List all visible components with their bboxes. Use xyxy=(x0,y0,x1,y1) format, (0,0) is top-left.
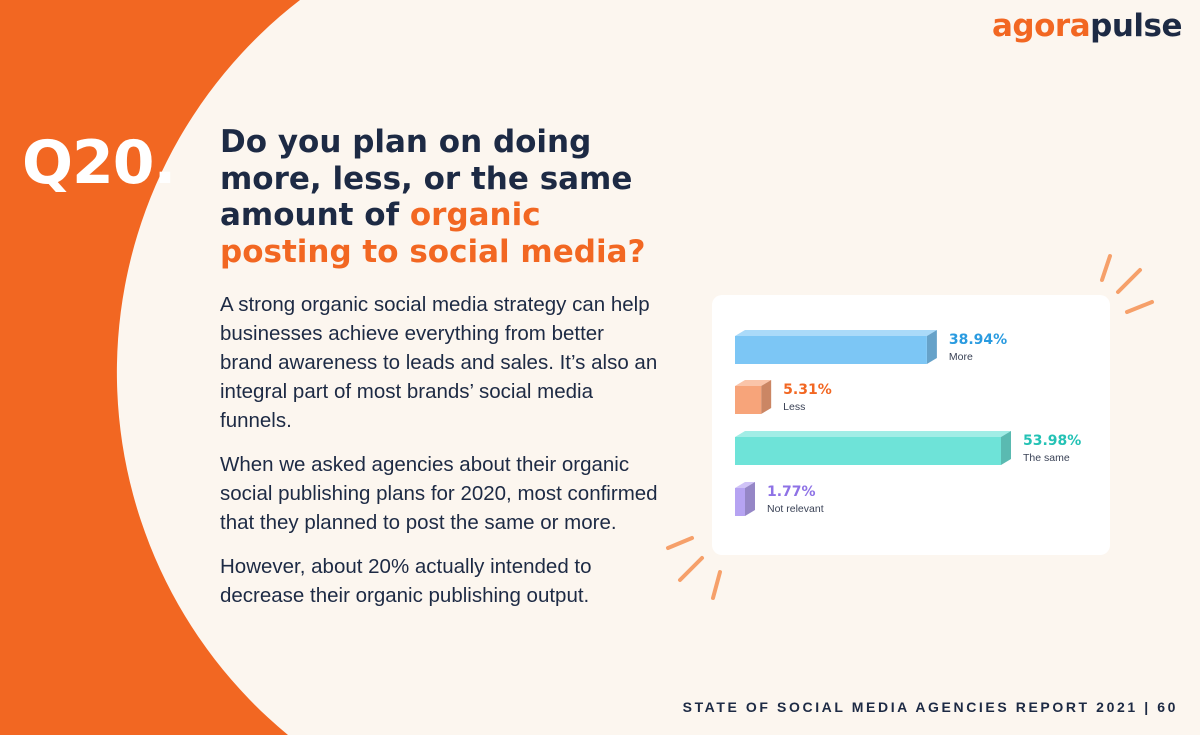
bar-front-face xyxy=(735,336,927,364)
bar-side-face xyxy=(1001,431,1011,465)
logo-part-pulse: pulse xyxy=(1090,8,1182,44)
burst-line xyxy=(1116,268,1142,294)
bar-top-face xyxy=(735,380,772,386)
burst-line xyxy=(1125,300,1154,314)
body-text: A strong organic social media strategy c… xyxy=(220,290,660,625)
bar-category-label: Less xyxy=(783,401,805,413)
bar-category-label: The same xyxy=(1023,452,1070,464)
logo-part-agora: agora xyxy=(992,8,1091,44)
bar-category-label: More xyxy=(949,351,973,363)
burst-line xyxy=(1100,254,1112,282)
body-paragraph: When we asked agencies about their organ… xyxy=(220,453,658,534)
bar-side-face xyxy=(745,482,755,516)
bar-front-face xyxy=(735,437,1001,465)
report-footer: STATE OF SOCIAL MEDIA AGENCIES REPORT 20… xyxy=(682,699,1178,715)
bar-top-face xyxy=(735,431,1011,437)
agorapulse-logo: agorapulse xyxy=(992,8,1182,44)
body-paragraph: A strong organic social media strategy c… xyxy=(220,293,658,432)
bar-side-face xyxy=(926,330,937,364)
bar-chart: 38.94% More 5.31% Less 53.98% The same 1.77% No… xyxy=(735,330,1081,516)
bar-front-face xyxy=(735,386,762,414)
bar-not-relevant: 1.77% Not relevant xyxy=(735,482,824,516)
question-number: Q20. xyxy=(22,128,176,198)
bar-side-face xyxy=(761,380,772,414)
burst-line xyxy=(711,570,722,600)
bar-less: 5.31% Less xyxy=(735,380,832,414)
question-text: Do you plan on doing more, less, or the … xyxy=(220,124,633,233)
question-highlight: organic posting to social media? xyxy=(220,197,646,270)
bar-value-label: 1.77% xyxy=(767,484,816,500)
burst-line xyxy=(666,536,694,550)
bar-top-face xyxy=(735,482,755,488)
bar-value-label: 5.31% xyxy=(783,382,832,398)
question-heading: Do you plan on doing more, less, or the … xyxy=(220,124,680,270)
bar-value-label: 38.94% xyxy=(949,332,1007,348)
bar-top-face xyxy=(735,330,937,336)
bar-the-same: 53.98% The same xyxy=(735,431,1081,465)
burst-line xyxy=(678,556,704,582)
bar-value-label: 53.98% xyxy=(1023,433,1081,449)
bar-more: 38.94% More xyxy=(735,330,1007,364)
body-paragraph: However, about 20% actually intended to … xyxy=(220,555,592,607)
bar-category-label: Not relevant xyxy=(767,503,824,515)
bar-front-face xyxy=(735,488,745,516)
